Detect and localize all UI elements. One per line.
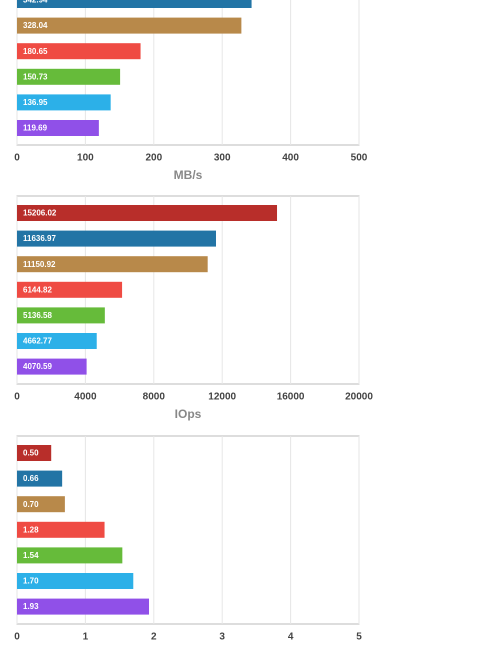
- bar: [17, 496, 65, 513]
- value-label: 11150.92: [23, 260, 56, 269]
- value-label: 6144.82: [23, 285, 52, 294]
- value-label: 1.70: [23, 577, 39, 586]
- x-axis-label: IOps: [175, 407, 202, 421]
- x-tick-label: 0: [14, 392, 20, 403]
- x-tick-label: 100: [77, 153, 94, 164]
- bar: [17, 230, 216, 247]
- value-label: 342.94: [23, 0, 48, 5]
- x-tick-label: 4: [288, 632, 294, 643]
- x-tick-label: 5: [356, 632, 362, 643]
- bar: [17, 333, 97, 349]
- x-tick-label: 300: [214, 153, 231, 164]
- x-tick-label: 1: [83, 632, 89, 643]
- value-label: 0.50: [23, 449, 39, 458]
- bar: [17, 307, 105, 324]
- value-label: 0.66: [23, 474, 39, 483]
- x-tick-label: 4000: [74, 392, 97, 403]
- x-axis-label: MB/s: [174, 168, 203, 182]
- x-tick-label: 0: [14, 153, 20, 164]
- x-tick-label: 200: [145, 153, 162, 164]
- value-label: 1.54: [23, 551, 39, 560]
- value-label: 15206.02: [23, 209, 57, 218]
- bar: [17, 94, 111, 111]
- value-label: 0.70: [23, 500, 39, 509]
- bar: [17, 445, 52, 461]
- x-tick-label: 500: [351, 153, 368, 164]
- x-tick-label: 16000: [277, 392, 305, 403]
- x-tick-label: 20000: [345, 392, 373, 403]
- bar: [17, 598, 150, 615]
- value-label: 119.69: [23, 124, 48, 133]
- bar: [17, 281, 123, 298]
- value-label: 1.93: [23, 602, 39, 611]
- value-label: 328.04: [23, 21, 48, 30]
- x-tick-label: 400: [282, 153, 299, 164]
- bar: [17, 358, 87, 375]
- bar: [17, 573, 134, 589]
- value-label: 11636.97: [23, 234, 56, 243]
- bar: [17, 68, 121, 85]
- value-label: 1.28: [23, 525, 39, 534]
- bar: [17, 43, 141, 60]
- x-tick-label: 0: [14, 632, 20, 643]
- value-label: 4662.77: [23, 337, 52, 346]
- value-label: 150.73: [23, 72, 48, 81]
- bar: [17, 470, 63, 487]
- bar: [17, 547, 123, 564]
- bar: [17, 0, 252, 8]
- x-tick-label: 12000: [208, 392, 236, 403]
- bar: [17, 17, 242, 34]
- value-label: 4070.59: [23, 362, 52, 371]
- x-tick-label: 2: [151, 632, 157, 643]
- bar: [17, 256, 208, 273]
- x-tick-label: 8000: [143, 392, 166, 403]
- bar: [17, 521, 105, 538]
- value-label: 180.65: [23, 47, 48, 56]
- bar: [17, 120, 99, 136]
- x-tick-label: 3: [219, 632, 225, 643]
- value-label: 136.95: [23, 98, 48, 107]
- value-label: 5136.58: [23, 311, 52, 320]
- bar: [17, 205, 278, 221]
